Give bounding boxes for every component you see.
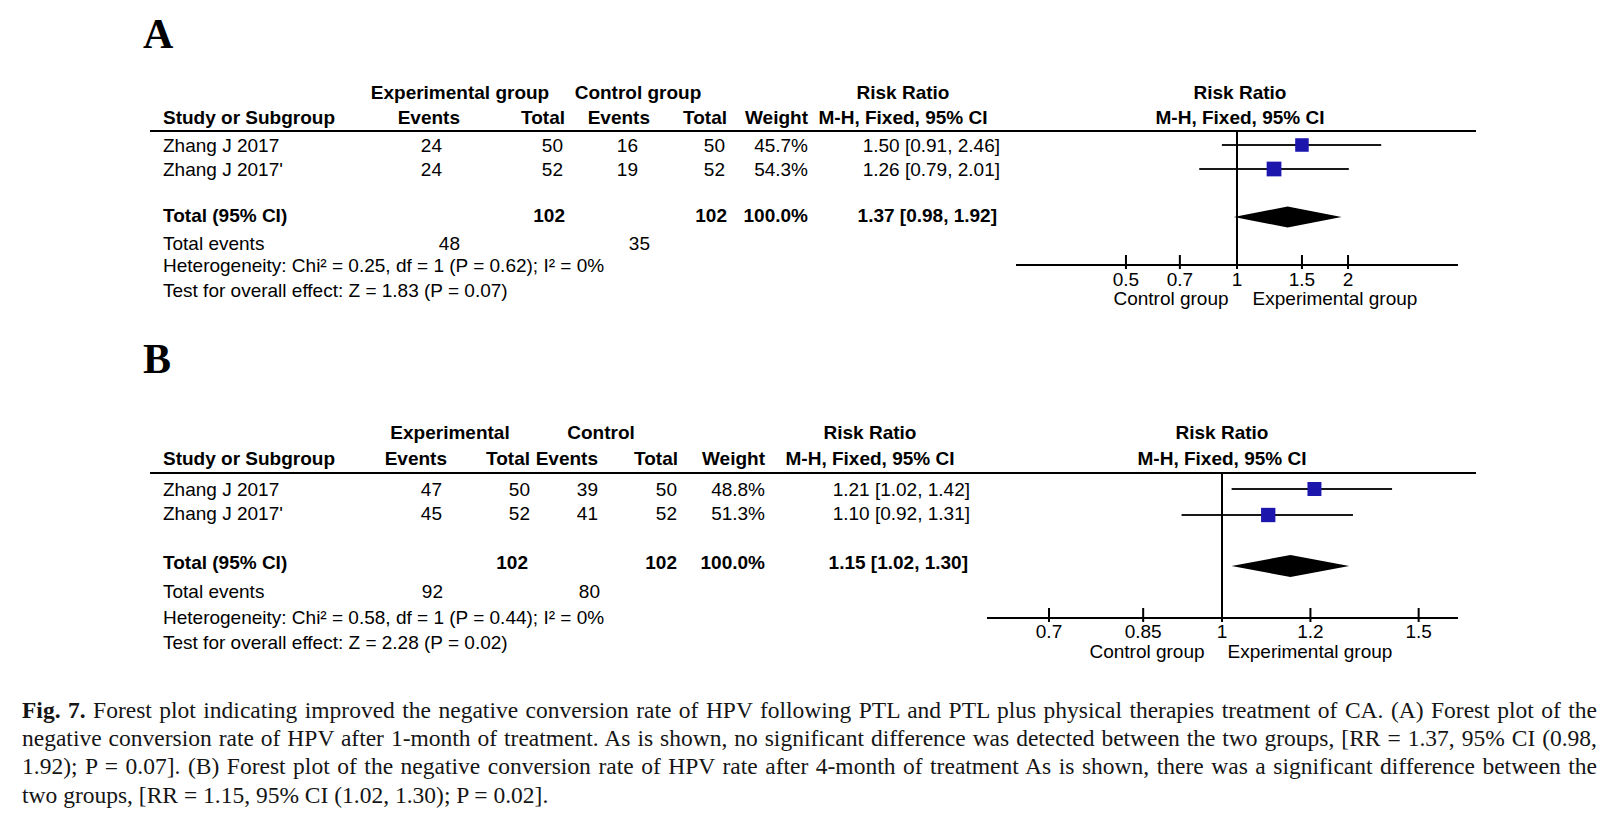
axis-tick: [1125, 255, 1127, 269]
figure-7-forest-plots: A B Experimental groupControl groupRisk …: [0, 0, 1618, 819]
axis-tick: [1236, 255, 1238, 269]
caption-fig-tag: Fig. 7.: [22, 697, 86, 723]
effect-square: [1307, 482, 1321, 496]
axis-tick-label: 0.7: [1167, 269, 1193, 290]
axis-label-left: Control group: [1089, 641, 1204, 662]
axis-tick: [1179, 255, 1181, 269]
no-effect-line: [1236, 132, 1238, 265]
effect-square: [1295, 138, 1309, 152]
no-effect-line: [1221, 474, 1223, 618]
total-diamond: [1234, 207, 1342, 228]
axis-tick-label: 2: [1343, 269, 1354, 290]
axis-label-left: Control group: [1113, 288, 1228, 309]
axis-tick-label: 1: [1232, 269, 1243, 290]
caption-line: Fig. 7. Forest plot indicating improved …: [22, 696, 1597, 724]
effect-square: [1267, 162, 1282, 177]
axis-tick: [1347, 255, 1349, 269]
caption-line: negative conversion rate of HPV after 1-…: [22, 724, 1597, 752]
axis-tick-label: 0.5: [1113, 269, 1139, 290]
figure-caption: Fig. 7. Forest plot indicating improved …: [22, 696, 1597, 809]
axis-tick: [1301, 255, 1303, 269]
axis-tick-label: 0.85: [1125, 621, 1162, 642]
caption-text-1: Forest plot indicating improved the nega…: [93, 697, 1597, 723]
caption-line: two groups, [RR = 1.15, 95% CI (1.02, 1.…: [22, 781, 1597, 809]
effect-square: [1261, 508, 1275, 522]
total-diamond: [1232, 555, 1350, 577]
axis-tick: [1048, 608, 1050, 622]
axis-label-right: Experimental group: [1228, 641, 1393, 662]
caption-line: 1.92); P = 0.07]. (B) Forest plot of the…: [22, 752, 1597, 780]
axis-tick-label: 0.7: [1036, 621, 1062, 642]
axis-tick-label: 1: [1217, 621, 1228, 642]
axis-tick-label: 1.5: [1289, 269, 1315, 290]
axis-tick-label: 1.2: [1297, 621, 1323, 642]
axis-tick-label: 1.5: [1405, 621, 1431, 642]
axis-tick: [1309, 608, 1311, 622]
axis-tick: [1418, 608, 1420, 622]
axis-tick: [1142, 608, 1144, 622]
axis-tick: [1221, 608, 1223, 622]
axis-label-right: Experimental group: [1253, 288, 1418, 309]
